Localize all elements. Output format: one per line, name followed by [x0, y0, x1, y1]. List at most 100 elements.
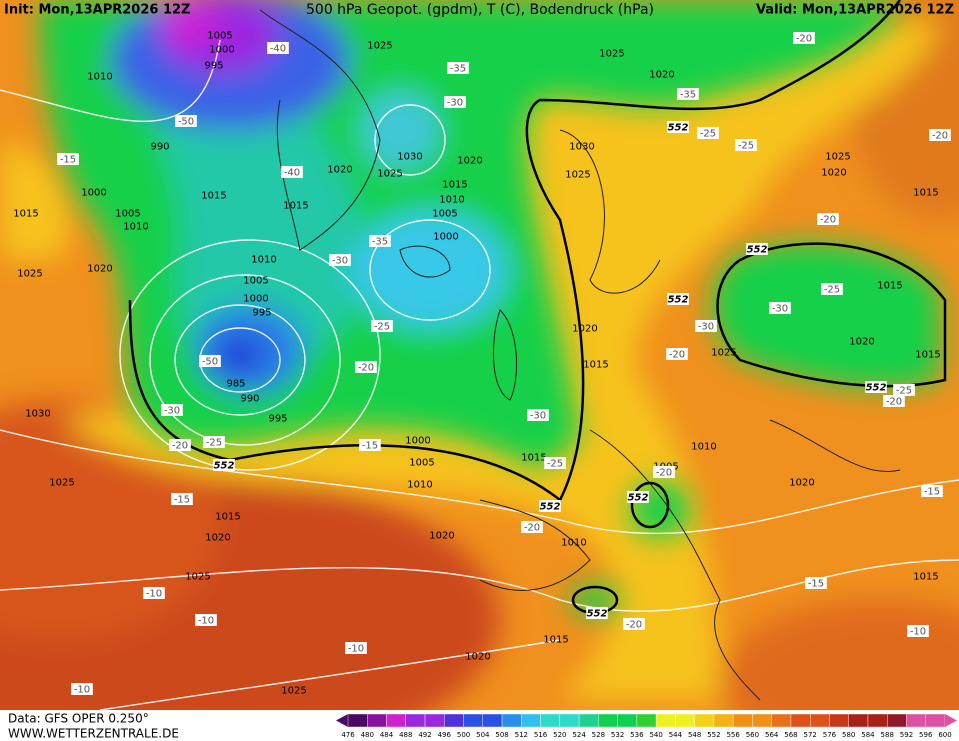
temperature-label-box [171, 493, 193, 505]
temperature-label: -35 [450, 64, 466, 75]
height-552-label-box [667, 293, 689, 305]
pressure-label: 1000 [243, 294, 268, 305]
height-552-label-box [746, 243, 768, 255]
map-labels: 1005 1000 995 1010 1025 1025 1020 990 1030 1030 10… [13, 31, 951, 697]
temperature-label: -15 [174, 495, 190, 506]
colorbar-label: 480 [361, 731, 374, 739]
temperature-label-box [369, 235, 391, 247]
colorbar-cell [829, 713, 849, 728]
colorbar-label: 540 [649, 731, 662, 739]
colorbar-label: 508 [495, 731, 508, 739]
temperature-label: -20 [932, 131, 948, 142]
temperature-label: -25 [374, 322, 390, 333]
temperature-label-box [907, 625, 929, 637]
height-552-label: 552 [747, 245, 768, 256]
temperature-label-box [521, 521, 543, 533]
temperature-label-box [355, 361, 377, 373]
pressure-label: 1025 [17, 269, 42, 280]
temperature-label: -15 [60, 155, 76, 166]
temperature-label: -25 [824, 285, 840, 296]
temperature-label: -10 [74, 685, 90, 696]
colorbar-cell [347, 713, 368, 728]
temperature-label: -30 [772, 304, 788, 315]
temperature-label: -20 [626, 620, 642, 631]
colorbar-label: 536 [630, 731, 644, 739]
colorbar-cell [424, 713, 445, 728]
pressure-label: 1025 [49, 478, 74, 489]
height-552-label: 552 [668, 295, 689, 306]
colorbar-label: 552 [707, 731, 720, 739]
pressure-label: 1005 [409, 458, 434, 469]
pressure-label: 1000 [81, 188, 106, 199]
temperature-label: -10 [198, 616, 214, 627]
data-source: Data: GFS OPER 0.250° [8, 712, 149, 726]
temperature-label: -25 [700, 129, 716, 140]
temperature-label: -10 [146, 589, 162, 600]
temperature-label-box [195, 614, 217, 626]
temperature-label: -30 [698, 322, 714, 333]
pressure-label: 1015 [13, 209, 38, 220]
colorbar-label: 600 [938, 731, 951, 739]
temperature-label: -10 [910, 627, 926, 638]
height-552-label-box [539, 500, 561, 512]
colorbar-label: 580 [842, 731, 855, 739]
temperature-label: -50 [202, 357, 218, 368]
temperature-label-box [821, 283, 843, 295]
temperature-label-box [57, 153, 79, 165]
pressure-label: 1030 [397, 152, 422, 163]
pressure-label: 1020 [457, 156, 482, 167]
temperature-label-box [345, 642, 367, 654]
pressure-label: 1015 [583, 360, 608, 371]
pressure-label: 1000 [405, 436, 430, 447]
height-552-label: 552 [214, 461, 235, 472]
temperature-label-box [267, 42, 289, 54]
pressure-label: 995 [252, 308, 271, 319]
colorbar-cell [598, 713, 618, 728]
colorbar-arrow-right [945, 714, 957, 727]
temperature-label: -50 [178, 117, 194, 128]
pressure-label: 1005 [432, 209, 457, 220]
colorbar-label: 500 [457, 731, 470, 739]
colorbar-label: 560 [746, 731, 759, 739]
colorbar-label: 588 [881, 731, 894, 739]
pressure-label: 1020 [821, 168, 846, 179]
colorbar-label: 516 [534, 731, 548, 739]
temperature-label: -30 [447, 98, 463, 109]
pressure-label: 1025 [825, 152, 850, 163]
pressure-label: 1010 [691, 442, 716, 453]
colorbar-label: 504 [476, 731, 490, 739]
temperature-label-box [677, 88, 699, 100]
pressure-label: 1020 [327, 165, 352, 176]
pressure-label: 1010 [561, 538, 586, 549]
colorbar-label: 592 [900, 731, 913, 739]
colorbar-arrow-left [336, 714, 348, 727]
height-552-label: 552 [668, 123, 689, 134]
height-552-label-box [865, 381, 887, 393]
colorbar-label: 476 [341, 731, 355, 739]
temperature-label-box [929, 129, 951, 141]
temperature-label-box [735, 139, 757, 151]
temperature-label-box [175, 115, 197, 127]
colorbar-label: 512 [515, 731, 528, 739]
website: WWW.WETTERZENTRALE.DE [8, 727, 179, 741]
pressure-label: 985 [226, 379, 245, 390]
pressure-label: 995 [204, 61, 223, 72]
pressure-label: 1005 [207, 31, 232, 42]
colorbar-label: 492 [418, 731, 431, 739]
colorbar-cell [636, 713, 657, 728]
colorbar-label: 528 [592, 731, 605, 739]
pressure-label: 1020 [87, 264, 112, 275]
colorbar-cell [521, 713, 541, 728]
colorbar-cell [771, 713, 792, 728]
height-552-label: 552 [587, 609, 608, 620]
colorbar-label: 520 [553, 731, 566, 739]
colorbar-cell [617, 713, 638, 728]
temperature-label: -35 [680, 90, 696, 101]
pressure-label: 1020 [429, 531, 454, 542]
pressure-label: 1000 [209, 45, 234, 56]
pressure-label: 995 [268, 414, 287, 425]
pressure-label: 1015 [915, 350, 940, 361]
colorbar-label: 532 [611, 731, 624, 739]
colorbar-cell [386, 713, 406, 728]
